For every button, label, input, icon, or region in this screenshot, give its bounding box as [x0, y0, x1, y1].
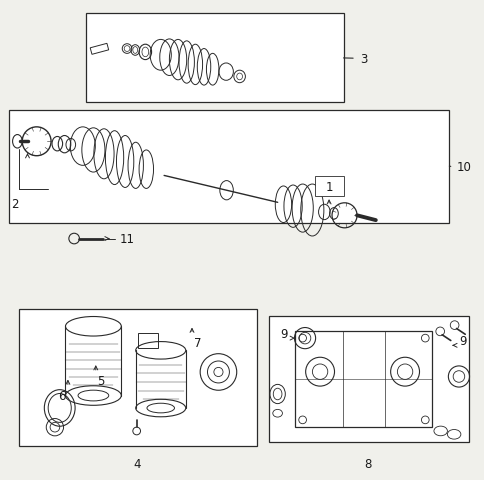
Text: 9: 9	[458, 334, 466, 348]
Bar	[90, 44, 108, 55]
Bar	[86, 14, 343, 103]
Text: 2: 2	[11, 198, 19, 211]
Text: 5: 5	[97, 374, 104, 387]
Text: 8: 8	[363, 457, 370, 470]
Text: 9: 9	[280, 327, 287, 340]
Text: 1: 1	[325, 180, 332, 193]
Bar	[295, 331, 432, 427]
Bar	[314, 177, 343, 197]
Bar	[19, 310, 257, 446]
Text: 11: 11	[120, 232, 135, 246]
Bar	[138, 334, 158, 348]
Text: 4: 4	[133, 457, 140, 470]
Bar	[9, 110, 448, 223]
Text: 6: 6	[58, 389, 66, 402]
Text: 7: 7	[194, 336, 201, 349]
Text: 10: 10	[455, 160, 470, 174]
Bar	[269, 317, 468, 442]
Text: 3: 3	[360, 52, 367, 66]
